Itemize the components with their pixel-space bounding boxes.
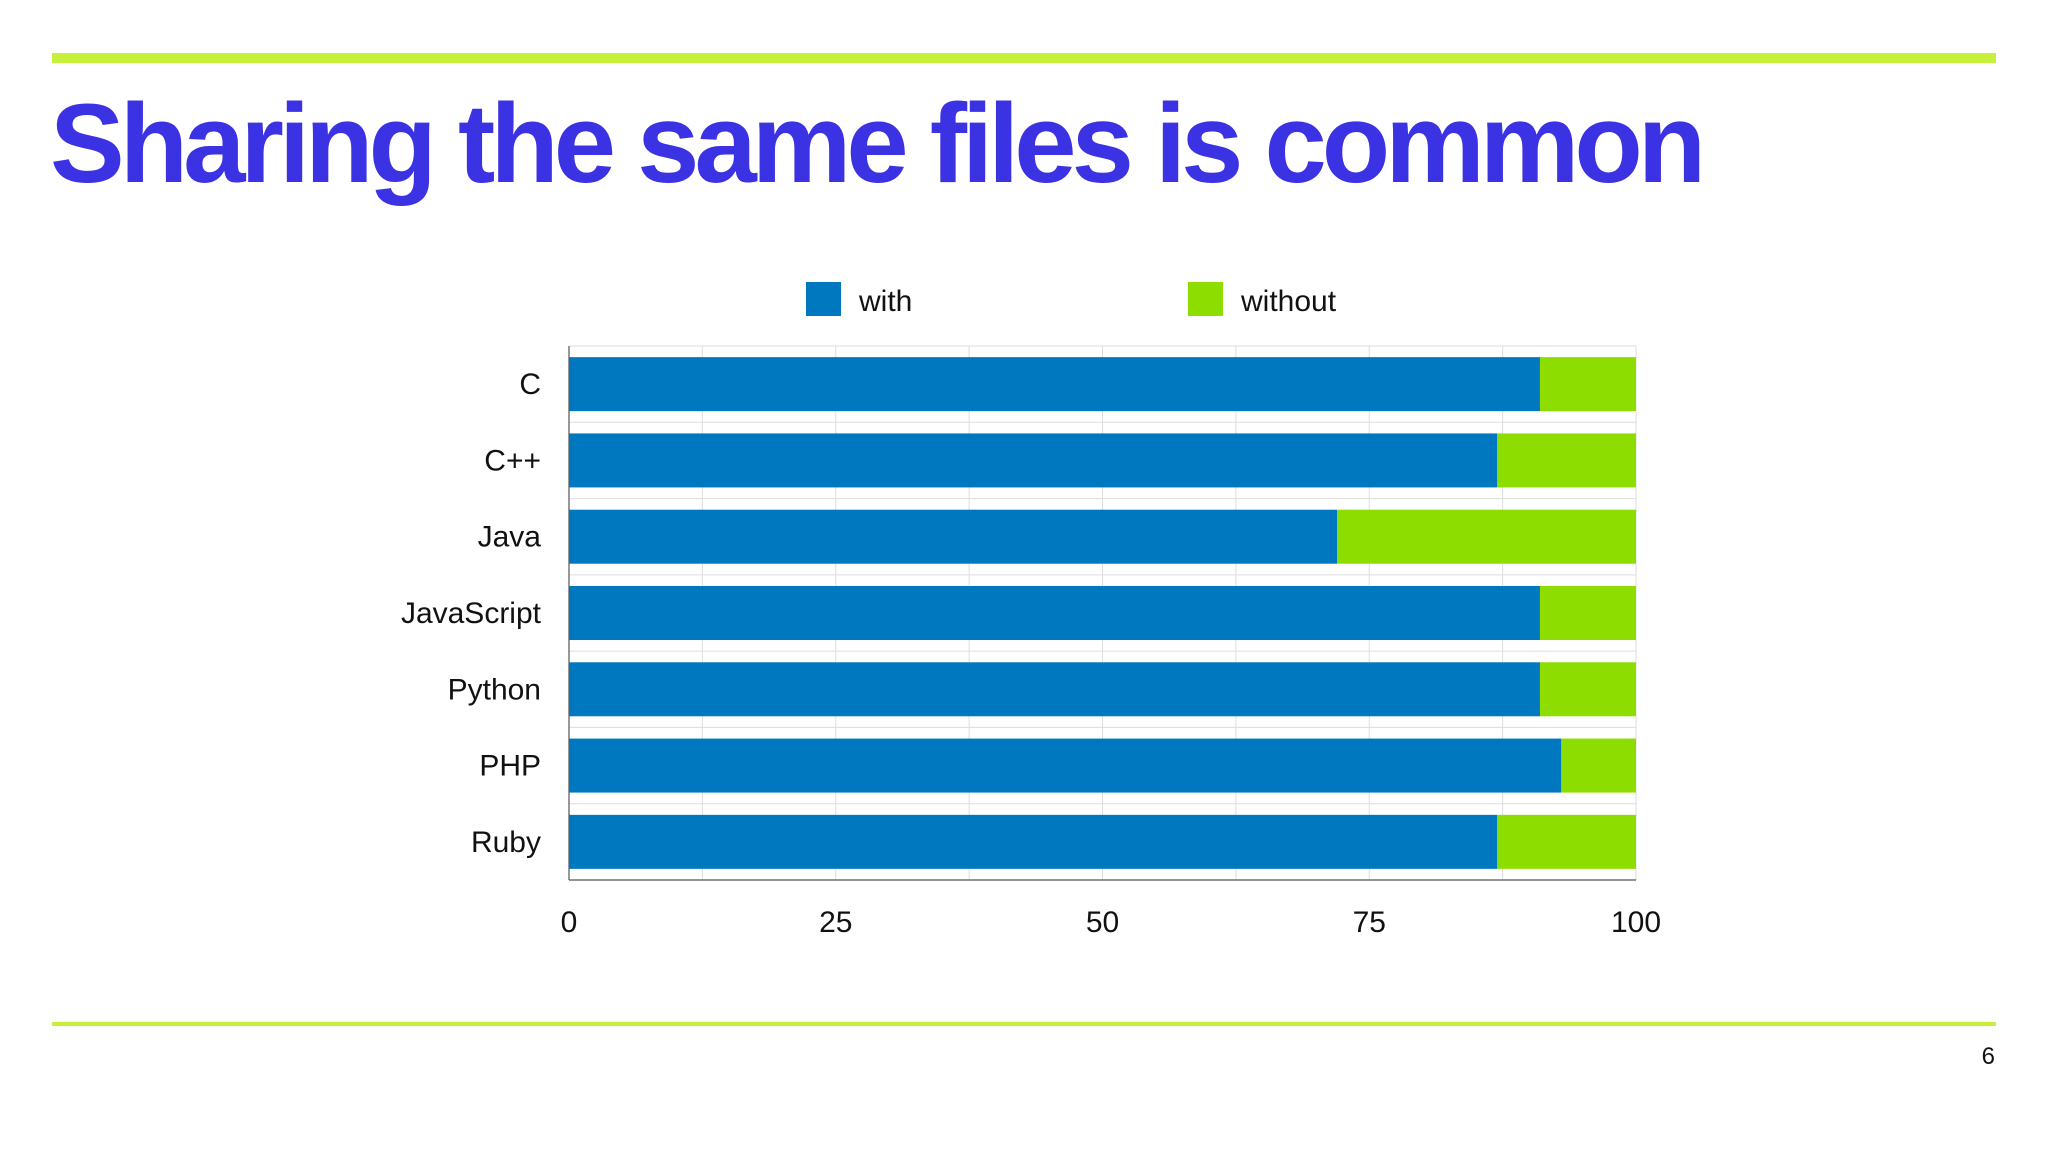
x-tick-label: 25 bbox=[819, 906, 852, 939]
y-tick-label-ruby: Ruby bbox=[471, 826, 541, 859]
bar-with-java bbox=[569, 509, 1338, 564]
y-tick-label-java: Java bbox=[478, 521, 542, 554]
y-tick-label-python: Python bbox=[448, 673, 541, 706]
x-tick-label: 0 bbox=[561, 906, 578, 939]
legend-label-without: without bbox=[1240, 285, 1337, 318]
top-accent-rule bbox=[52, 53, 1996, 63]
bar-without-ruby bbox=[1497, 814, 1636, 869]
slide-title: Sharing the same files is common bbox=[50, 81, 1706, 206]
legend-swatch-without bbox=[1188, 282, 1223, 316]
page-number: 6 bbox=[1981, 1043, 1995, 1070]
bar-with-php bbox=[569, 738, 1562, 793]
bar-with-python bbox=[569, 662, 1540, 717]
x-tick-label: 75 bbox=[1353, 906, 1386, 939]
bar-with-c bbox=[569, 357, 1540, 412]
bar-without-c bbox=[1539, 357, 1636, 412]
bar-with-cplusplus bbox=[569, 433, 1498, 488]
bar-without-javascript bbox=[1539, 586, 1636, 640]
bottom-accent-rule bbox=[52, 1022, 1996, 1026]
bar-without-python bbox=[1539, 662, 1636, 717]
bar-without-php bbox=[1561, 738, 1636, 793]
bar-with-javascript bbox=[569, 586, 1540, 640]
bar-without-cplusplus bbox=[1497, 433, 1636, 488]
x-tick-label: 100 bbox=[1611, 906, 1661, 939]
y-tick-label-c: C bbox=[519, 368, 541, 401]
y-tick-label-cplusplus: C++ bbox=[484, 444, 541, 477]
bar-without-java bbox=[1337, 509, 1636, 564]
bar-with-ruby bbox=[569, 814, 1498, 869]
x-tick-label: 50 bbox=[1086, 906, 1119, 939]
legend-label-with: with bbox=[858, 285, 912, 318]
legend-swatch-with bbox=[806, 282, 841, 316]
y-tick-label-javascript: JavaScript bbox=[401, 597, 542, 630]
y-tick-label-php: PHP bbox=[479, 750, 541, 783]
